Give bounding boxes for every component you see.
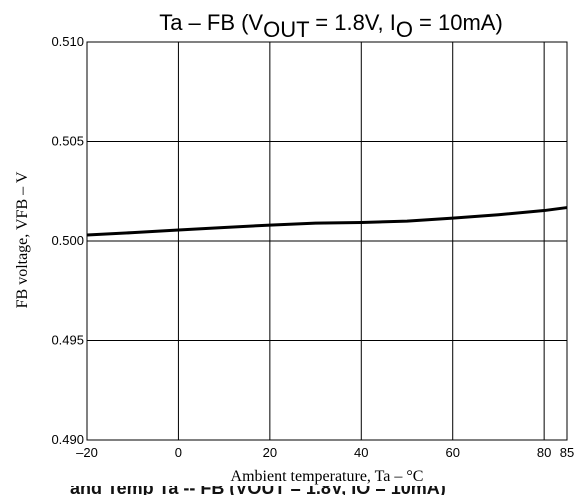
x-tick-label: 60 — [445, 445, 459, 460]
x-tick-label: 0 — [175, 445, 182, 460]
x-tick-label: 20 — [263, 445, 277, 460]
grid-lines — [87, 42, 567, 440]
x-tick-label: 85 — [560, 445, 574, 460]
x-tick-label: 80 — [537, 445, 551, 460]
x-axis-label: Ambient temperature, Ta – °C — [231, 468, 424, 485]
series-group — [86, 206, 568, 237]
bottom-cut-text: and Temp Ta -- FB (VOUT = 1.8V, IO = 10m… — [0, 486, 586, 495]
series-line — [86, 206, 568, 237]
y-axis-label: FB voltage, VFB – V — [14, 171, 31, 308]
x-tick-labels: –20 0 20 40 60 80 85 — [76, 445, 574, 460]
y-tick-label: 0.505 — [51, 134, 84, 149]
plot-frame — [86, 41, 568, 441]
y-tick-label: 0.495 — [51, 333, 84, 348]
y-tick-labels: 0.490 0.495 0.500 0.505 0.510 — [51, 34, 84, 447]
y-tick-label: 0.510 — [51, 34, 84, 49]
y-tick-label: 0.500 — [51, 233, 84, 248]
y-tick-label: 0.490 — [51, 432, 84, 447]
x-tick-label: –20 — [76, 445, 98, 460]
chart-title: Ta – FB (VOUT = 1.8V, IO = 10mA) — [159, 10, 503, 42]
x-tick-label: 40 — [354, 445, 368, 460]
